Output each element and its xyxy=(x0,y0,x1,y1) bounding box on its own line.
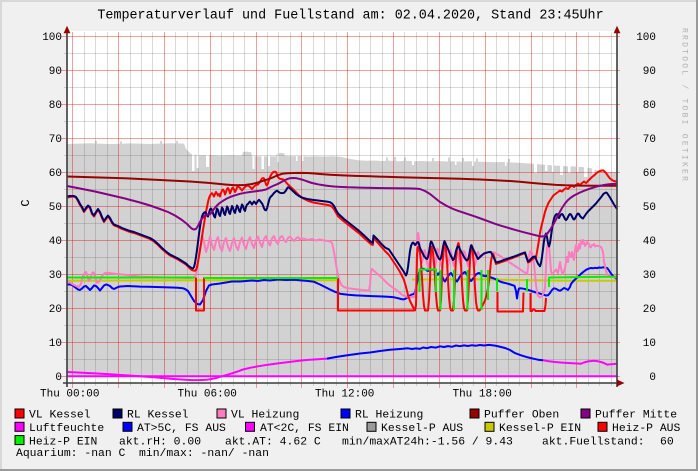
svg-text:Thu 00:00: Thu 00:00 xyxy=(40,389,99,401)
svg-text:70: 70 xyxy=(643,134,656,146)
svg-text:30: 30 xyxy=(643,270,656,282)
svg-text:70: 70 xyxy=(49,134,62,146)
svg-text:Puffer Oben: Puffer Oben xyxy=(484,410,559,422)
svg-text:Heiz-P EIN: Heiz-P EIN xyxy=(29,436,97,448)
svg-text:0: 0 xyxy=(55,372,62,384)
svg-text:VL Heizung: VL Heizung xyxy=(231,410,299,422)
svg-text:50: 50 xyxy=(643,202,656,214)
svg-text:Temperaturverlauf und Fuellsta: Temperaturverlauf und Fuellstand am: 02.… xyxy=(97,8,603,23)
svg-text:20: 20 xyxy=(49,304,62,316)
svg-text:VL Kessel: VL Kessel xyxy=(29,410,91,422)
svg-text:60: 60 xyxy=(643,168,656,180)
svg-text:Heiz-P AUS: Heiz-P AUS xyxy=(612,423,681,435)
svg-text:10: 10 xyxy=(49,338,62,350)
svg-text:min/maxAT24h:-1.56 / 9.43: min/maxAT24h:-1.56 / 9.43 xyxy=(342,436,513,448)
svg-text:40: 40 xyxy=(49,236,62,248)
svg-text:Puffer Mitte: Puffer Mitte xyxy=(595,410,677,422)
svg-text:90: 90 xyxy=(49,66,62,78)
svg-text:10: 10 xyxy=(643,338,656,350)
svg-text:30: 30 xyxy=(49,270,62,282)
svg-text:C: C xyxy=(19,199,33,206)
svg-text:AT>5C, FS AUS: AT>5C, FS AUS xyxy=(137,423,226,435)
svg-text:40: 40 xyxy=(643,236,656,248)
svg-text:RRDTOOL / TOBI OETIKER: RRDTOOL / TOBI OETIKER xyxy=(680,28,689,183)
svg-text:100: 100 xyxy=(42,32,62,44)
svg-text:Thu 06:00: Thu 06:00 xyxy=(178,389,237,401)
svg-text:RL Kessel: RL Kessel xyxy=(127,410,189,422)
svg-text:90: 90 xyxy=(643,66,656,78)
svg-text:20: 20 xyxy=(643,304,656,316)
svg-text:60: 60 xyxy=(49,168,62,180)
svg-text:Kessel-P AUS: Kessel-P AUS xyxy=(381,423,463,435)
svg-text:Kessel-P EIN: Kessel-P EIN xyxy=(499,423,581,435)
svg-text:AT<2C, FS EIN: AT<2C, FS EIN xyxy=(260,423,349,435)
svg-text:Thu 18:00: Thu 18:00 xyxy=(452,389,511,401)
svg-text:Thu 12:00: Thu 12:00 xyxy=(315,389,374,401)
svg-text:0: 0 xyxy=(649,372,656,384)
svg-text:RL Heizung: RL Heizung xyxy=(355,410,423,422)
svg-text:50: 50 xyxy=(49,202,62,214)
svg-text:akt.AT: 4.62 C: akt.AT: 4.62 C xyxy=(225,436,321,448)
svg-text:80: 80 xyxy=(49,100,62,112)
svg-text:Luftfeuchte: Luftfeuchte xyxy=(29,423,104,435)
svg-text:akt.rH: 0.00: akt.rH: 0.00 xyxy=(119,436,201,448)
svg-text:Aquarium: -nan C min/max: -na: Aquarium: -nan C min/max: -nan/ -nan xyxy=(16,448,269,460)
svg-text:100: 100 xyxy=(636,32,656,44)
svg-text:80: 80 xyxy=(643,100,656,112)
svg-text:60: 60 xyxy=(660,436,674,448)
svg-text:akt.Fuellstand:: akt.Fuellstand: xyxy=(542,436,645,448)
